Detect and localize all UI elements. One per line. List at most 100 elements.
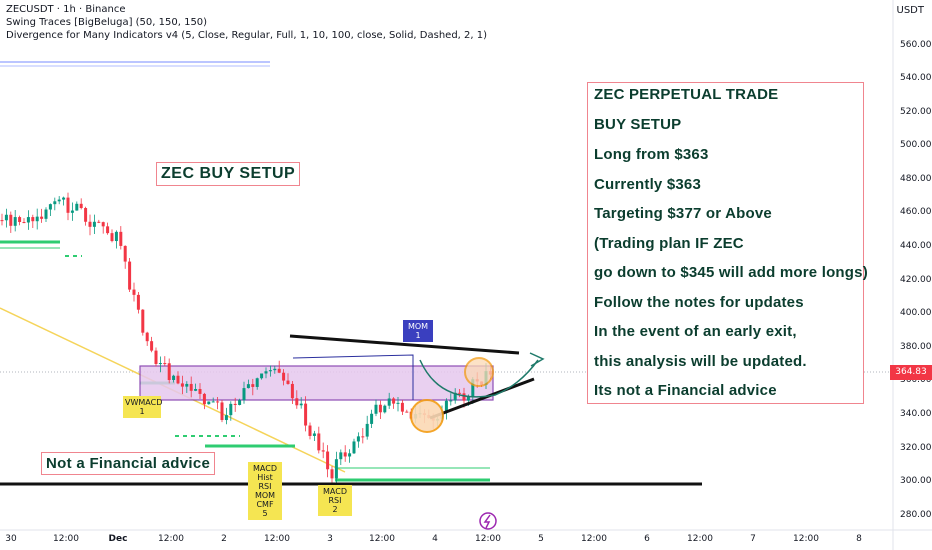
note-line: (Trading plan IF ZEC — [594, 235, 744, 252]
support-trendline[interactable] — [429, 377, 535, 420]
candle-body — [370, 413, 374, 424]
breakout-box — [292, 354, 414, 400]
candle-body — [304, 403, 308, 426]
note-line: ZEC PERPETUAL TRADE — [594, 86, 779, 103]
projection-arrowhead — [529, 352, 545, 367]
trade-notes-box[interactable]: ZEC PERPETUAL TRADE BUY SETUP Long from … — [587, 82, 868, 404]
setup-title-annotation[interactable]: ZEC BUY SETUP — [156, 162, 301, 186]
indicator-legend-swing[interactable]: Swing Traces [BigBeluga] (50, 150, 150) — [6, 17, 208, 28]
entry-circle — [410, 399, 444, 433]
time-tick: 4 — [432, 534, 438, 544]
candle-body — [251, 384, 255, 387]
candle-body — [229, 403, 233, 416]
candle-body — [123, 245, 127, 262]
candle-body — [453, 392, 457, 401]
candle-body — [150, 341, 154, 351]
projection-path — [419, 359, 539, 398]
resistance-trendline[interactable] — [289, 334, 520, 355]
candle-body — [387, 398, 391, 406]
candle-body — [9, 214, 13, 226]
time-tick: 12:00 — [369, 534, 395, 544]
time-tick: 12:00 — [53, 534, 79, 544]
candle-body — [172, 375, 176, 381]
candle-body — [374, 404, 378, 414]
candle-body — [255, 378, 259, 387]
time-tick: 7 — [750, 534, 756, 544]
current-circle — [464, 357, 494, 387]
candle-body — [458, 392, 462, 394]
candle-body — [365, 423, 369, 437]
macd-divergence-label: MACD Hist RSI MOM CMF 5 — [248, 462, 282, 520]
candle-body — [462, 393, 466, 401]
candle-body — [334, 459, 338, 479]
candle-body — [202, 393, 206, 405]
candle-body — [211, 401, 215, 403]
mom-divergence-label: MOM 1 — [403, 320, 433, 342]
price-tick: 400.00 — [900, 308, 932, 318]
candle-body — [110, 233, 114, 242]
candle-body — [79, 203, 83, 209]
candle-body — [220, 402, 224, 421]
candle-body — [101, 222, 105, 227]
candle-body — [176, 375, 180, 384]
candle-body — [471, 379, 475, 397]
note-line: Currently $363 — [594, 176, 702, 193]
price-tick: 380.00 — [900, 342, 932, 352]
candle-body — [405, 411, 409, 413]
demand-zone[interactable] — [139, 365, 494, 401]
candle-body — [242, 388, 246, 401]
currency-label[interactable]: USDT — [896, 5, 924, 16]
candle-body — [44, 209, 48, 219]
flash-icon[interactable] — [479, 512, 497, 530]
disclaimer-annotation[interactable]: Not a Financial advice — [41, 452, 216, 475]
time-tick: 5 — [538, 534, 544, 544]
candle-body — [383, 405, 387, 413]
candle-body — [317, 433, 321, 451]
candle-body — [321, 450, 325, 452]
price-tick: 460.00 — [900, 207, 932, 217]
candle-body — [18, 217, 22, 223]
note-line: Follow the notes for updates — [594, 294, 804, 311]
candle-body — [132, 289, 136, 295]
price-tick: 420.00 — [900, 275, 932, 285]
price-tick: 340.00 — [900, 409, 932, 419]
candle-body — [136, 294, 140, 310]
candle-body — [119, 231, 123, 246]
candle-body — [290, 383, 294, 399]
candle-body — [88, 221, 92, 227]
candle-body — [154, 350, 158, 364]
candle-body — [53, 201, 57, 205]
candle-body — [378, 404, 382, 413]
candle-body — [356, 436, 360, 442]
time-tick: 8 — [856, 534, 862, 544]
candle-body — [352, 441, 356, 454]
candle-body — [62, 197, 66, 200]
candle-body — [4, 214, 8, 221]
candle-body — [48, 204, 52, 210]
candle-body — [264, 371, 268, 374]
candle-body — [339, 452, 343, 460]
candle-body — [158, 363, 162, 365]
candle-body — [466, 396, 470, 401]
indicator-legend-divergence[interactable]: Divergence for Many Indicators v4 (5, Cl… — [6, 30, 488, 41]
note-line: BUY SETUP — [594, 116, 682, 133]
price-tick: 280.00 — [900, 510, 932, 520]
candle-body — [198, 388, 202, 394]
note-line: this analysis will be updated. — [594, 353, 807, 370]
time-tick: 2 — [221, 534, 227, 544]
candle-body — [361, 436, 365, 438]
candle-body — [273, 368, 277, 371]
price-tick: 560.00 — [900, 40, 932, 50]
candle-body — [299, 403, 303, 406]
candle-body — [97, 221, 101, 223]
candle-body — [194, 388, 198, 391]
note-line: Its not a Financial advice — [594, 382, 777, 399]
candle-body — [40, 216, 44, 219]
candle-body — [400, 402, 404, 412]
candle-body — [145, 332, 149, 342]
time-tick: 12:00 — [793, 534, 819, 544]
candle-body — [286, 380, 290, 384]
time-tick: 3 — [327, 534, 333, 544]
candle-body — [128, 261, 132, 290]
symbol-title[interactable]: ZECUSDT · 1h · Binance — [6, 4, 126, 15]
